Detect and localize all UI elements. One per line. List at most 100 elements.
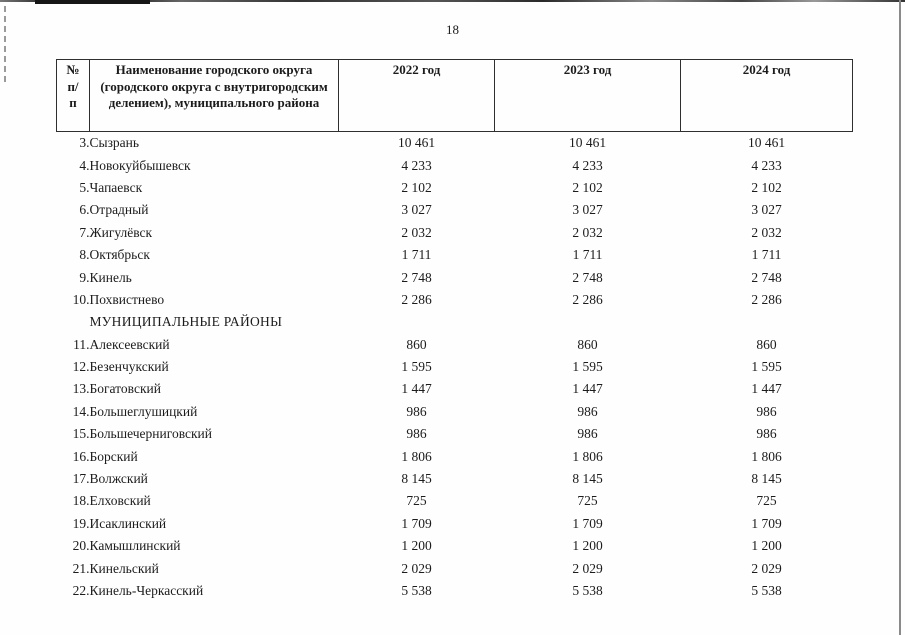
row-number: 20. — [72, 538, 90, 554]
scan-artifact-right-edge — [899, 0, 901, 635]
table-row: 20. Камышлинский 1 200 1 200 1 200 — [57, 535, 853, 557]
value-2023: 2 102 — [572, 179, 603, 195]
municipality-name: Кинель-Черкасский — [89, 583, 204, 598]
table-row: 19. Исаклинский 1 709 1 709 1 709 — [57, 513, 853, 535]
section-header-row: МУНИЦИПАЛЬНЫЕ РАЙОНЫ — [57, 311, 853, 333]
value-2024: 2 286 — [751, 291, 782, 307]
table-row: 11. Алексеевский 860 860 860 — [57, 334, 853, 356]
value-2023: 2 748 — [572, 269, 603, 285]
municipality-name: Борский — [89, 448, 138, 464]
value-2022: 1 806 — [401, 448, 432, 464]
value-2022: 2 748 — [401, 269, 432, 285]
value-2024: 725 — [756, 493, 777, 509]
municipality-name: Алексеевский — [89, 336, 170, 352]
row-number: 17. — [72, 471, 90, 487]
table-row: 3. Сызрань 10 461 10 461 10 461 — [57, 132, 853, 155]
value-2023: 1 595 — [572, 359, 603, 375]
value-2022: 5 538 — [401, 583, 432, 598]
value-2024: 2 029 — [751, 560, 782, 576]
column-header-name: Наименование городского округа (городско… — [89, 59, 339, 132]
table-row: 10. Похвистнево 2 286 2 286 2 286 — [57, 289, 853, 311]
column-header-2022: 2022 год — [338, 59, 495, 132]
table-header: № п/п Наименование городского округа (го… — [56, 59, 853, 132]
section-title: МУНИЦИПАЛЬНЫЕ РАЙОНЫ — [89, 314, 283, 330]
value-2023: 10 461 — [568, 135, 607, 151]
scan-artifact-top-edge — [0, 0, 905, 2]
municipality-name: Камышлинский — [89, 538, 181, 554]
value-2023: 860 — [577, 336, 598, 352]
value-2022: 2 029 — [401, 560, 432, 576]
value-2024: 1 595 — [751, 359, 782, 375]
municipality-name: Елховский — [89, 493, 151, 509]
value-2023: 986 — [577, 403, 598, 419]
value-2024: 860 — [756, 336, 777, 352]
value-2022: 4 233 — [401, 157, 432, 173]
value-2022: 1 447 — [401, 381, 432, 397]
value-2023: 3 027 — [572, 202, 603, 218]
municipality-name: Отрадный — [89, 202, 149, 218]
table-row: 15. Большечерниговский 986 986 986 — [57, 423, 853, 445]
value-2024: 1 711 — [751, 247, 782, 263]
value-2022: 725 — [406, 493, 427, 509]
municipality-name: Сызрань — [89, 135, 140, 151]
municipality-name: Безенчукский — [89, 359, 169, 375]
row-number: 19. — [72, 515, 90, 531]
value-2023: 2 029 — [572, 560, 603, 576]
table-row: 12. Безенчукский 1 595 1 595 1 595 — [57, 356, 853, 378]
value-2023: 5 538 — [572, 583, 603, 598]
column-header-number: № п/п — [56, 59, 90, 132]
row-number: 11. — [73, 336, 90, 352]
table-row: 17. Волжский 8 145 8 145 8 145 — [57, 468, 853, 490]
municipality-name: Исаклинский — [89, 515, 167, 531]
value-2023: 986 — [577, 426, 598, 442]
value-2022: 986 — [406, 403, 427, 419]
value-2024: 1 806 — [751, 448, 782, 464]
value-2022: 860 — [406, 336, 427, 352]
value-2022: 2 032 — [401, 224, 432, 240]
table-row: 6. Отрадный 3 027 3 027 3 027 — [57, 199, 853, 221]
scan-artifact-top-left-mark — [35, 0, 150, 4]
value-2023: 8 145 — [572, 471, 603, 487]
value-2023: 725 — [577, 493, 598, 509]
table-row: 8. Октябрьск 1 711 1 711 1 711 — [57, 244, 853, 266]
value-2024: 10 461 — [747, 135, 786, 151]
scan-artifact-left-dashes — [4, 6, 6, 84]
row-number: 9. — [79, 269, 90, 285]
row-number: 5. — [79, 179, 90, 195]
row-number: 7. — [79, 224, 90, 240]
row-number: 3. — [79, 135, 90, 151]
value-2022: 1 595 — [401, 359, 432, 375]
value-2024: 1 200 — [751, 538, 782, 554]
column-header-2023: 2023 год — [494, 59, 681, 132]
row-number: 10. — [72, 291, 90, 307]
municipality-name: Богатовский — [89, 381, 161, 397]
table-row: 13. Богатовский 1 447 1 447 1 447 — [57, 378, 853, 400]
value-2024: 986 — [756, 403, 777, 419]
municipality-name: Волжский — [89, 471, 148, 487]
table-header-row: № п/п Наименование городского округа (го… — [56, 59, 853, 132]
value-2022: 2 286 — [401, 291, 432, 307]
value-2024: 2 102 — [751, 179, 782, 195]
value-2024: 8 145 — [751, 471, 782, 487]
municipality-name: Октябрьск — [89, 247, 150, 263]
row-number: 13. — [72, 381, 90, 397]
municipality-name: Большеглушицкий — [89, 403, 198, 419]
row-number: 4. — [79, 157, 90, 173]
value-2024: 4 233 — [751, 157, 782, 173]
value-2024: 5 538 — [751, 583, 782, 598]
value-2023: 4 233 — [572, 157, 603, 173]
municipality-name: Кинель — [89, 269, 132, 285]
row-number: 21. — [72, 560, 90, 576]
value-2024: 3 027 — [751, 202, 782, 218]
municipality-name: Новокуйбышевск — [89, 157, 191, 173]
value-2022: 986 — [406, 426, 427, 442]
row-number: 14. — [72, 403, 90, 419]
table-row: 9. Кинель 2 748 2 748 2 748 — [57, 266, 853, 288]
value-2023: 1 447 — [572, 381, 603, 397]
value-2023: 1 200 — [572, 538, 603, 554]
table-row: 5. Чапаевск 2 102 2 102 2 102 — [57, 177, 853, 199]
table-row: 7. Жигулёвск 2 032 2 032 2 032 — [57, 222, 853, 244]
row-number: 16. — [72, 448, 90, 464]
value-2024: 2 032 — [751, 224, 782, 240]
